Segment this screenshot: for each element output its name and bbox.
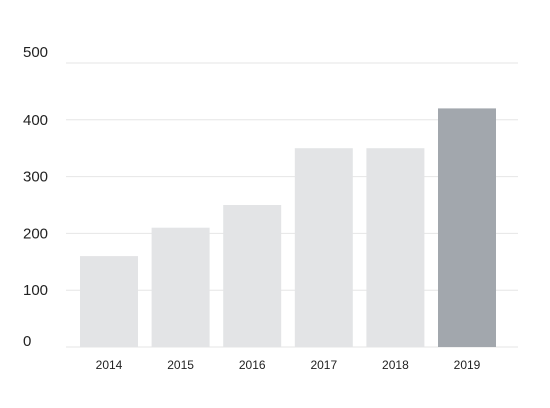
bar-2016 bbox=[223, 205, 282, 347]
bar-2017 bbox=[294, 148, 353, 347]
bars bbox=[80, 108, 496, 348]
y-tick-label: 200 bbox=[23, 225, 48, 242]
bar-2018 bbox=[366, 148, 425, 347]
y-tick-label: 400 bbox=[23, 112, 48, 129]
y-tick-label: 0 bbox=[23, 333, 31, 350]
x-tick-label: 2019 bbox=[454, 358, 481, 372]
x-axis-ticks: 2014 2015 2016 2017 2018 2019 bbox=[96, 358, 481, 372]
x-tick-label: 2017 bbox=[310, 358, 337, 372]
bar-2015 bbox=[151, 227, 210, 347]
bar-2014 bbox=[80, 256, 138, 347]
y-axis-ticks: 0 100 200 300 400 500 bbox=[23, 44, 48, 350]
x-tick-label: 2015 bbox=[167, 358, 194, 372]
bar-2019 bbox=[438, 108, 496, 348]
y-tick-label: 500 bbox=[23, 44, 48, 61]
x-tick-label: 2016 bbox=[239, 358, 266, 372]
x-tick-label: 2014 bbox=[96, 358, 123, 372]
x-tick-label: 2018 bbox=[382, 358, 409, 372]
y-tick-label: 100 bbox=[23, 282, 48, 299]
y-tick-label: 300 bbox=[23, 169, 48, 186]
